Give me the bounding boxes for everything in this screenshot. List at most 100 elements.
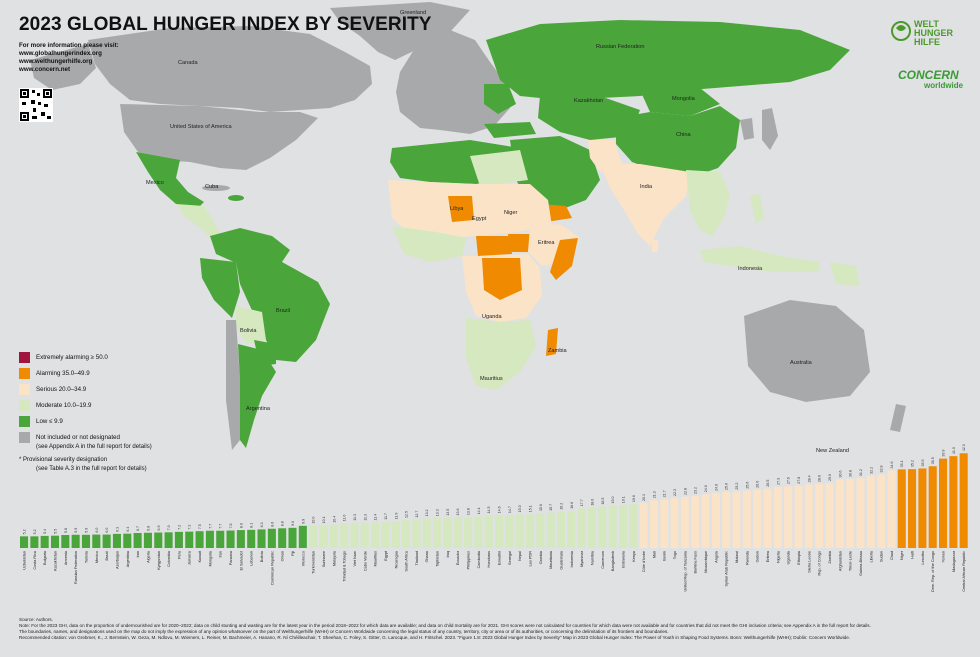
bar-country-label: South Africa	[405, 550, 409, 571]
legend-item-alarming: Alarming 35.0–49.9	[19, 368, 179, 379]
bar	[309, 525, 318, 548]
bar	[711, 492, 720, 548]
bar-country-label: Myanmar	[580, 550, 584, 567]
bar	[866, 475, 875, 548]
bar-value-label: 13.8	[467, 508, 471, 515]
region-central-america	[176, 204, 222, 238]
world-map: Greenland Canada United States of Americ…	[30, 2, 906, 454]
bar	[536, 513, 545, 548]
bar	[773, 486, 782, 548]
bar-value-label: 13.3	[436, 509, 440, 516]
bar-value-label: 25.2	[735, 483, 739, 490]
bar	[939, 458, 948, 548]
bar	[71, 534, 80, 548]
region-west-africa	[392, 226, 466, 262]
info-link-ghi[interactable]: www.globalhungerindex.org	[19, 50, 102, 57]
bar-value-label: 14.6	[498, 506, 502, 513]
bar-value-label: 27.3	[776, 478, 780, 485]
bar-country-label: Algeria	[146, 550, 150, 563]
bar-country-label: Costa Rica	[33, 550, 37, 569]
label-angola: Uganda	[482, 314, 502, 320]
bar-value-label: 32.8	[880, 466, 884, 473]
bar	[226, 530, 235, 548]
bar-value-label: 26.0	[756, 481, 760, 488]
bar-value-label: 15.6	[539, 504, 543, 511]
bar	[267, 528, 276, 548]
region-ukraine-belarus	[484, 84, 516, 114]
bar	[278, 528, 287, 548]
region-bolivia	[236, 306, 266, 344]
bar	[484, 515, 493, 548]
label-australia: Australia	[790, 360, 813, 366]
label-ethiopia: Eritrea	[538, 240, 555, 246]
region-china	[616, 106, 740, 178]
region-png	[830, 262, 860, 286]
region-europe	[396, 30, 510, 134]
bar-value-label: 15.7	[549, 504, 553, 511]
bar	[577, 508, 586, 548]
bar-country-label: Tunisia	[84, 550, 88, 563]
bar-country-label: Bulgaria	[43, 550, 47, 565]
bar	[959, 453, 968, 548]
bar	[40, 535, 49, 548]
region-mexico	[136, 152, 204, 210]
bar-value-label: 19.6	[632, 495, 636, 502]
bar	[495, 515, 504, 548]
bar-value-label: 8.8	[281, 521, 285, 526]
bar	[205, 530, 214, 548]
bar	[154, 532, 163, 548]
bar	[453, 517, 462, 548]
bar	[887, 470, 896, 548]
bar-value-label: 10.0	[312, 517, 316, 524]
page-title: 2023 GLOBAL HUNGER INDEX BY SEVERITY	[19, 14, 432, 35]
region-southern-africa	[466, 318, 536, 390]
bar-country-label: Philippines	[467, 551, 471, 569]
bar-country-label: Ethiopia	[797, 550, 801, 565]
bar-country-label: Fiji	[291, 551, 295, 556]
bar-value-label: 7.3	[188, 525, 192, 530]
bar-value-label: 7.2	[177, 525, 181, 530]
bar-value-label: 11.3	[363, 514, 367, 521]
bar-value-label: 14.5	[487, 507, 491, 514]
region-greenland	[330, 2, 470, 60]
bar	[691, 496, 700, 548]
info-link-whh[interactable]: www.welthungerhilfe.org	[19, 58, 93, 65]
bar-value-label: 30.6	[838, 470, 842, 477]
bar-country-label: Cameroon	[601, 551, 605, 569]
bar-value-label: 32.2	[869, 467, 873, 474]
info-link-concern[interactable]: www.concern.net	[19, 66, 70, 73]
legend-note-table: (see Table A.3 in the full report for de…	[36, 466, 147, 472]
label-china: China	[676, 132, 692, 138]
bar	[742, 490, 751, 548]
bar-country-label: Suriname	[322, 551, 326, 567]
bar-country-label: Dominican Republic	[270, 551, 274, 585]
region-madagascar	[546, 328, 558, 356]
bar-country-label: Nepal	[518, 551, 522, 561]
bar	[763, 488, 772, 548]
bar-value-label: 7.7	[219, 524, 223, 529]
bar-value-label: 5.2	[33, 529, 37, 534]
region-philippines	[750, 194, 764, 224]
bar-value-label: 7.7	[208, 524, 212, 529]
bar	[50, 535, 60, 548]
welthungerhilfe-logo: WELT HUNGER HILFE	[914, 19, 954, 47]
label-mexico: Mexico	[146, 180, 164, 186]
bar-country-label: Central African Republic	[962, 551, 966, 592]
bar-country-label: Rep. of Congo	[818, 551, 822, 576]
bar-country-label: Iraq	[446, 551, 450, 558]
label-niger: Libya	[450, 206, 464, 212]
region-brazil	[236, 262, 330, 362]
label-south-africa: Mauritius	[480, 376, 503, 382]
bar	[247, 529, 256, 548]
bar-value-label: 21.7	[663, 490, 667, 497]
bar-value-label: 16.2	[559, 503, 563, 510]
bar	[928, 466, 937, 548]
region-australia	[744, 300, 870, 402]
bar-country-label: Argentina	[126, 550, 130, 567]
bar-value-label: 14.7	[508, 506, 512, 513]
bar-value-label: 6.3	[115, 527, 119, 532]
bar-value-label: 13.5	[446, 509, 450, 516]
bar-country-label: Eswatini	[498, 551, 502, 565]
bar-country-label: Afghanistan	[838, 551, 842, 571]
bar	[784, 486, 793, 548]
